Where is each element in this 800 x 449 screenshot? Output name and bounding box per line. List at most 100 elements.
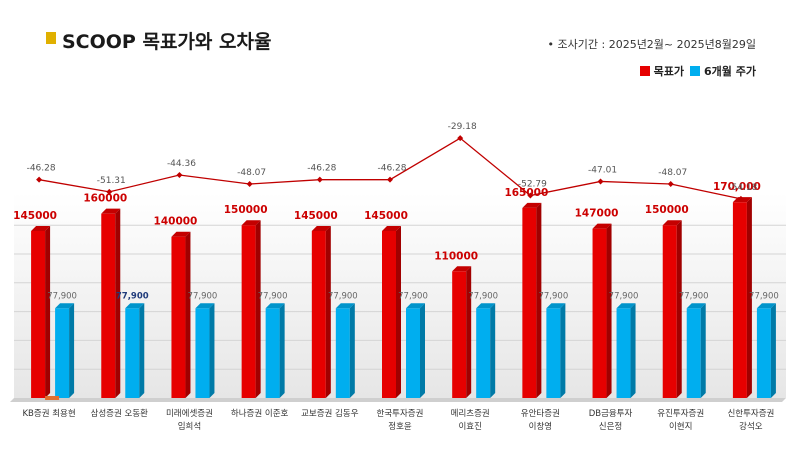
stock-price-bar [686, 303, 706, 398]
stock-price-bar-front [125, 308, 140, 398]
target-price-bar-front [311, 230, 326, 398]
stock-price-label: 77,900 [398, 291, 428, 301]
x-axis-label: 유진투자증권 [657, 408, 704, 419]
stock-price-bar [335, 303, 355, 398]
target-price-label: 150000 [645, 204, 689, 216]
error-rate-label: -46.28 [377, 164, 406, 174]
stock-price-bar-front [195, 308, 210, 398]
stock-price-bar-side [420, 303, 425, 398]
x-axis-label: 정호윤 [388, 421, 412, 432]
stock-price-bar-front [265, 308, 280, 398]
target-price-bar-front [171, 236, 186, 398]
stock-price-bar [125, 303, 145, 398]
x-axis-label: 이현지 [669, 421, 692, 432]
stock-price-bar [55, 303, 75, 398]
x-axis-label: 이효진 [458, 421, 481, 432]
stock-price-label: 77,900 [258, 291, 288, 301]
target-price-label: 160000 [83, 193, 127, 205]
target-price-bar [732, 197, 752, 398]
x-axis-label: KB증권 최용현 [22, 408, 75, 419]
target-price-bar [171, 231, 191, 398]
target-price-bar-front [241, 225, 256, 398]
error-rate-marker [457, 135, 464, 142]
stock-price-bar-front [335, 308, 350, 398]
x-axis-label: 임희석 [178, 421, 201, 432]
first-bar-base-marker [45, 396, 60, 400]
stock-price-bar [406, 303, 425, 398]
target-price-bar-front [452, 271, 467, 398]
x-axis-label: 한국투자증권 [377, 408, 424, 419]
stock-price-bar-front [686, 308, 701, 398]
error-rate-label: -52.79 [518, 179, 547, 189]
target-price-bar-side [746, 197, 752, 398]
target-price-bar-top [452, 266, 472, 272]
target-price-bar [311, 225, 331, 398]
target-price-bar-front [31, 230, 46, 398]
error-rate-label: -54.18 [728, 183, 757, 193]
title-bullet [46, 32, 56, 44]
stock-price-bar-front [55, 308, 70, 398]
target-price-bar-side [115, 208, 121, 398]
error-rate-label: -46.28 [27, 164, 56, 174]
stock-price-bar-side [490, 303, 496, 398]
stock-price-label: 77,900 [328, 291, 358, 301]
stock-price-bar [476, 303, 496, 398]
target-price-bar [382, 225, 401, 398]
stock-price-bar-side [630, 303, 636, 398]
target-price-bar [662, 220, 682, 398]
target-price-bar-side [185, 231, 191, 398]
target-price-bar-top [101, 208, 121, 214]
error-rate-marker [176, 172, 183, 179]
error-rate-marker [667, 181, 674, 188]
stock-price-bar-top [686, 303, 706, 309]
stock-price-bar-side [770, 303, 776, 398]
stock-price-bar-top [265, 303, 285, 309]
target-price-bar-top [592, 223, 612, 229]
target-price-bar-top [31, 225, 51, 231]
x-axis-label: 미래에셋증권 [166, 408, 213, 419]
target-price-label: 145000 [13, 210, 57, 222]
legend-item-target: 목표가 [639, 63, 684, 79]
stock-price-bar [616, 303, 636, 398]
legend-label-price: 6개월 주가 [704, 65, 756, 78]
target-price-bar [31, 225, 51, 398]
error-rate-marker [387, 176, 393, 183]
stock-price-bar-front [616, 308, 631, 398]
stock-price-bar-top [125, 303, 145, 309]
target-price-bar-front [382, 230, 396, 398]
stock-price-bar-side [700, 303, 706, 398]
stock-price-label: 77,900 [679, 291, 709, 301]
stock-price-bar [546, 303, 566, 398]
target-price-bar [101, 208, 121, 398]
x-axis-label: 메리츠증권 [451, 408, 490, 419]
target-price-bar [522, 202, 542, 398]
stock-price-bar-side [279, 303, 285, 398]
stock-price-bar-top [195, 303, 215, 309]
stock-price-bar-top [546, 303, 566, 309]
stock-price-bar-side [69, 303, 75, 398]
error-rate-marker [737, 195, 744, 202]
target-price-label: 147000 [575, 208, 619, 220]
x-axis-label: 신한투자증권 [727, 408, 774, 419]
stock-price-bar-top [616, 303, 636, 309]
target-price-bar-top [662, 220, 682, 226]
target-price-bar-front [732, 202, 747, 398]
stock-price-label: 77,900 [609, 291, 639, 301]
stock-price-label: 77,900 [538, 291, 568, 301]
stock-price-label: 77,900 [468, 291, 498, 301]
stock-price-bar-top [335, 303, 355, 309]
x-axis-label: 교보증권 김동우 [301, 408, 359, 419]
target-price-bar-top [171, 231, 191, 237]
stock-price-label: 77,900 [188, 291, 218, 301]
stock-price-bar-front [406, 308, 420, 398]
error-rate-marker [597, 178, 604, 185]
target-price-bar-side [606, 223, 612, 398]
target-price-bar [452, 266, 472, 398]
legend-swatch-target [639, 66, 650, 76]
target-price-bar-top [311, 225, 331, 231]
x-axis-label: 하나증권 이준호 [231, 408, 289, 419]
stock-price-bar [756, 303, 776, 398]
error-rate-marker [246, 181, 253, 188]
target-price-bar-side [325, 225, 331, 398]
